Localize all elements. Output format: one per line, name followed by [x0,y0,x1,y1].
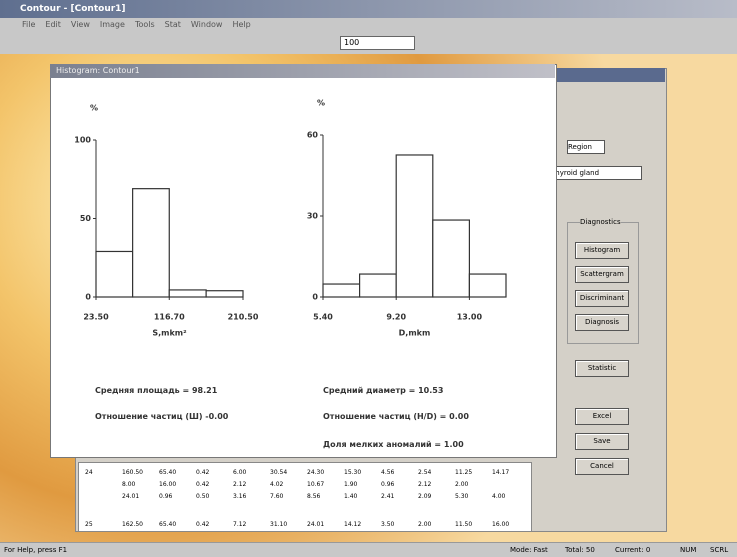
bar [433,220,470,297]
stat-text: Отношение частиц (H/D) = 0.00 [323,412,469,421]
x-axis-label: S,mkm² [152,329,187,338]
bar [323,284,360,297]
bar [206,291,243,297]
bar [96,251,133,297]
x-tick-label: 13.00 [457,313,483,322]
stat-text: Средняя площадь = 98.21 [95,386,217,395]
y-tick-label: 50 [80,214,92,223]
status-text: For Help, press F1 [4,543,67,557]
y-tick-label: 0 [312,293,318,302]
x-tick-label: 23.50 [83,313,109,322]
y-tick-label: 0 [85,293,91,302]
y-tick-label: 100 [74,136,91,145]
bar [396,155,433,297]
stat-text: Доля мелких аномалий = 1.00 [323,440,464,449]
status-text: NUM [680,543,696,557]
x-tick-label: 9.20 [386,313,406,322]
x-tick-label: 210.50 [228,313,259,322]
y-axis-label: % [90,104,98,113]
x-tick-label: 5.40 [313,313,333,322]
status-text: Mode: Fast [510,543,548,557]
y-axis-label: % [317,99,325,108]
screen: Contour - [Contour1] FileEditViewImageTo… [0,0,737,556]
status-text: Total: 50 [565,543,595,557]
x-tick-label: 116.70 [154,313,185,322]
status-text: Current: 0 [615,543,650,557]
bar [469,274,506,297]
bar [169,290,206,297]
stat-text: Отношение частиц (Ш) -0.00 [95,412,228,421]
charts: % S,mkm² 0 50 100 23.50 116.70 210.50% D,mkm 0 30 6… [0,0,737,556]
stat-text: Средний диаметр = 10.53 [323,386,443,395]
y-tick-label: 60 [307,131,319,140]
bar [133,189,170,297]
y-tick-label: 30 [307,212,319,221]
status-text: SCRL [710,543,728,557]
bar [360,274,397,297]
status-bar: For Help, press F1 Mode: Fast Total: 50 Cur… [0,542,737,557]
x-axis-label: D,mkm [399,329,431,338]
